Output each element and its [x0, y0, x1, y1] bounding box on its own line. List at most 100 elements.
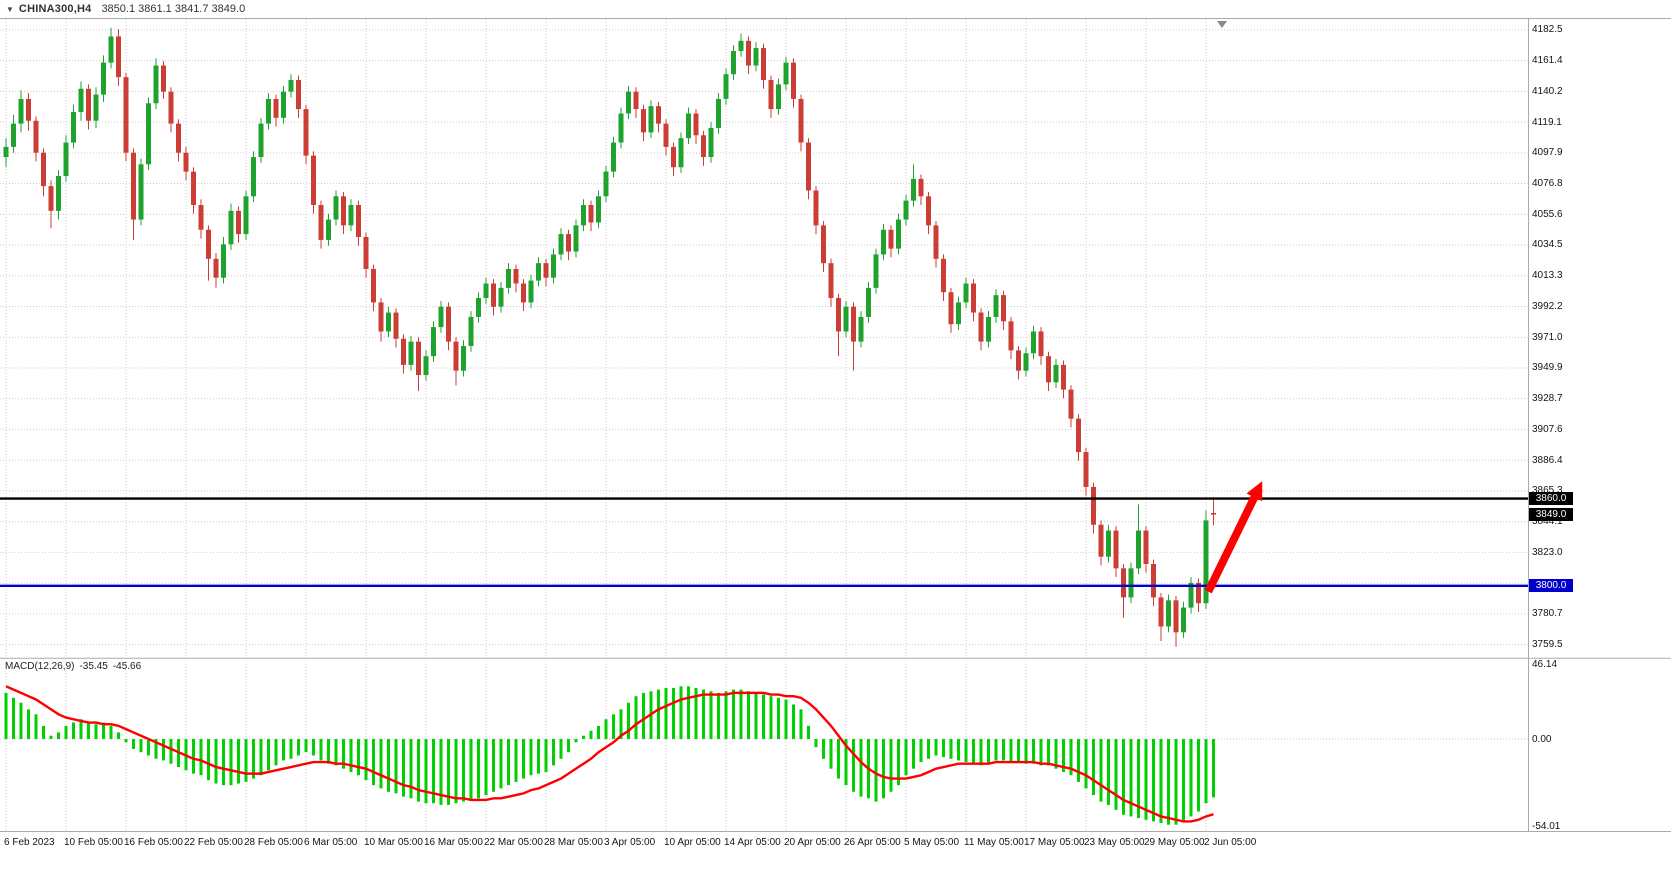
macd-histogram-bar	[994, 739, 998, 761]
candle-body	[476, 298, 481, 317]
candle-body	[678, 138, 684, 168]
macd-histogram-bar	[169, 739, 173, 764]
macd-histogram-bar	[49, 735, 53, 740]
macd-histogram-bar	[942, 739, 945, 758]
macd-histogram-bar	[1032, 739, 1035, 764]
macd-histogram-bar	[477, 739, 480, 799]
macd-histogram-bar	[559, 739, 563, 759]
macd-histogram-bar	[972, 739, 975, 764]
candle-body	[558, 234, 564, 255]
macd-histogram-bar	[1069, 739, 1073, 776]
macd-histogram-bar	[139, 739, 143, 753]
candle-body	[1016, 350, 1021, 371]
candle-body	[536, 263, 541, 281]
candle-body	[168, 91, 174, 124]
candle-body	[1143, 530, 1149, 564]
candle-body	[1061, 364, 1066, 390]
macd-histogram-bar	[304, 739, 308, 753]
candle-body	[48, 186, 54, 211]
candle-body	[296, 80, 301, 110]
candle-body	[1106, 530, 1111, 557]
macd-histogram-bar	[717, 692, 720, 740]
candle-body	[716, 98, 721, 128]
macd-histogram-bar	[327, 739, 330, 764]
macd-histogram-bar	[102, 722, 105, 740]
candle-body	[641, 109, 646, 133]
candle-body	[873, 254, 879, 288]
macd-histogram-bar	[604, 719, 608, 740]
candle-body	[183, 152, 189, 172]
macd-histogram-bar	[1024, 739, 1028, 764]
candle-body	[851, 306, 856, 342]
candle-body	[153, 65, 159, 104]
candle-body	[1173, 600, 1179, 633]
candle-body	[588, 205, 594, 223]
macd-histogram-bar	[957, 739, 960, 761]
candle-body	[483, 283, 489, 299]
candle-body	[11, 123, 16, 147]
macd-histogram-bar	[529, 739, 533, 776]
macd-histogram-bar	[874, 739, 878, 802]
candle-body	[86, 88, 91, 121]
candle-body	[933, 225, 939, 259]
candle-body	[348, 205, 354, 226]
candle-body	[513, 268, 519, 284]
candle-body	[918, 178, 924, 197]
candle-body	[251, 157, 256, 197]
macd-histogram-bar	[612, 714, 615, 740]
candle-body	[378, 302, 384, 332]
candle-body	[1121, 568, 1126, 598]
symbol-expander-icon[interactable]: ▼	[6, 4, 14, 14]
candle-body	[821, 225, 826, 264]
macd-histogram-bar	[319, 739, 323, 761]
macd-histogram-bar	[432, 739, 435, 804]
candle-body	[438, 306, 444, 328]
candle-body	[393, 312, 399, 339]
macd-histogram-bar	[12, 697, 15, 740]
macd-histogram-bar	[852, 739, 855, 792]
macd-histogram-bar	[702, 689, 705, 740]
candle-body	[596, 196, 601, 223]
candle-body	[843, 306, 849, 332]
candle-body	[573, 225, 579, 252]
candle-body	[63, 142, 69, 176]
macd-histogram-bar	[1182, 739, 1185, 822]
candle-body	[243, 196, 249, 235]
candle-body	[731, 50, 736, 75]
candle-body	[603, 171, 609, 197]
candle-body	[408, 341, 414, 365]
candle-body	[791, 62, 796, 99]
candle-body	[78, 88, 84, 113]
trend-arrow-head	[1246, 481, 1263, 502]
candle-body	[498, 287, 504, 307]
candle-body	[648, 106, 654, 133]
candle-body	[18, 98, 24, 124]
macd-histogram-bar	[1084, 739, 1088, 789]
candle-body	[1023, 353, 1029, 371]
macd-histogram-bar	[27, 709, 30, 740]
candle-body	[333, 196, 339, 220]
candle-body	[191, 171, 196, 206]
candle-body	[693, 113, 699, 136]
candle-body	[1031, 331, 1036, 354]
macd-histogram-bar	[424, 739, 428, 804]
macd-histogram-bar	[1009, 739, 1013, 763]
macd-histogram-bar	[342, 739, 345, 769]
candle-body	[423, 356, 429, 376]
candle-body	[656, 106, 661, 124]
candle-body	[228, 210, 234, 245]
macd-histogram-bar	[777, 697, 780, 740]
macd-histogram-bar	[499, 739, 503, 789]
macd-histogram-bar	[1197, 739, 1200, 812]
candle-body	[356, 205, 361, 237]
macd-histogram-bar	[154, 739, 158, 759]
candle-body	[213, 258, 219, 278]
candle-body	[896, 219, 901, 249]
candle-body	[753, 48, 759, 66]
candle-body	[521, 283, 526, 303]
macd-histogram-bar	[312, 739, 315, 756]
macd-histogram-bar	[949, 739, 953, 759]
macd-histogram-bar	[964, 739, 968, 763]
candle-body	[453, 341, 459, 371]
